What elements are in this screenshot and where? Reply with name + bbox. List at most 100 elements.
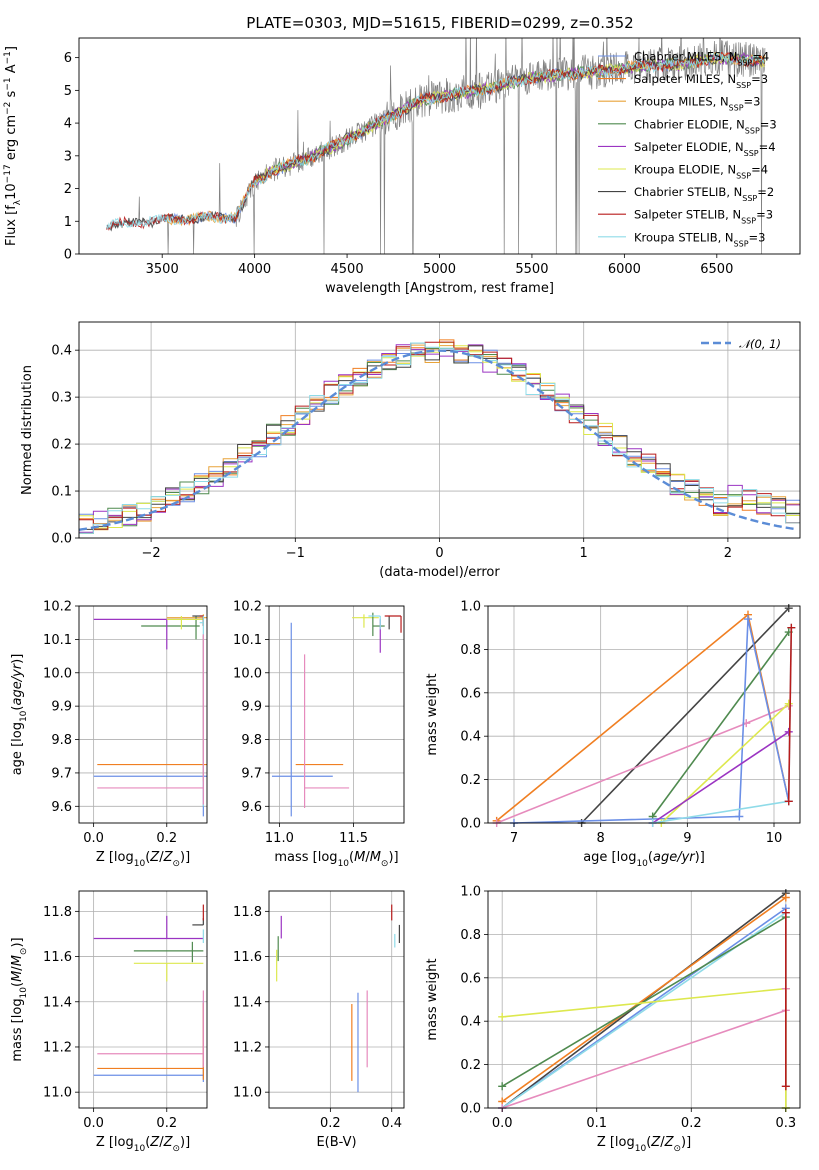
x-tick-label: 10 <box>766 831 783 846</box>
x-axis-label-part: )] <box>180 1135 190 1150</box>
axes-age_vs_Z: 0.0 0.29.69.79.89.910.010.110.2Z [log10(Z… <box>10 600 208 869</box>
legend-label: Kroupa ELODIE, NSSP=4 <box>634 163 768 181</box>
legend-label-count: =4 <box>752 50 769 64</box>
legend-label-sub: SSP <box>745 126 760 135</box>
plot-area <box>79 339 800 534</box>
errorbar-point <box>384 615 402 633</box>
x-axis-label-part: ⊙ <box>172 1144 180 1154</box>
legend-label-sub: SSP <box>729 103 744 112</box>
x-tick-label: 0.3 <box>775 1116 796 1131</box>
x-axis-label-part: Z [log <box>96 1135 134 1150</box>
x-axis-label-part: ( <box>648 850 653 865</box>
y-tick-label: 0 <box>64 248 72 263</box>
x-tick-label: 1 <box>580 546 588 561</box>
x-axis-label-part: / <box>660 1135 665 1150</box>
legend-label-count: =3 <box>744 95 761 109</box>
legend-label-text: Kroupa ELODIE, N <box>634 163 736 177</box>
y-tick-label: 0.8 <box>460 643 481 658</box>
legend-label-count: =3 <box>760 117 777 131</box>
y-axis-label-part: mass [log <box>10 998 25 1061</box>
errorbar-point <box>304 654 350 808</box>
x-tick-label: 2 <box>724 546 732 561</box>
series-line <box>652 631 790 817</box>
series-line <box>513 618 790 824</box>
x-tick-label: 0.0 <box>83 831 104 846</box>
y-tick-label: 11.0 <box>233 1086 262 1101</box>
y-tick-label: 9.7 <box>241 766 262 781</box>
x-axis-label-part: ⊙ <box>172 859 180 869</box>
x-tick-label: 0.1 <box>586 1116 607 1131</box>
x-tick-label: 3500 <box>146 262 179 277</box>
axes-frame <box>78 890 208 1109</box>
y-axis-label-part: mass weight <box>425 958 440 1040</box>
y-tick-label: 9.6 <box>241 800 262 815</box>
y-axis-label-part: λ <box>13 199 23 205</box>
y-axis-label-part: −1 <box>3 77 13 90</box>
y-axis-label-part: Normed distribution <box>20 365 35 495</box>
series-marker <box>781 1082 790 1091</box>
y-axis-label-part: 10 <box>4 183 19 200</box>
y-tick-label: 0.1 <box>51 485 72 500</box>
x-axis-label-part: wavelength [Angstrom, rest frame] <box>325 281 554 296</box>
figure-title: PLATE=0303, MJD=51615, FIBERID=0299, z=0… <box>246 14 633 32</box>
y-tick-label: 11.8 <box>233 905 262 920</box>
x-axis-label-part: Z <box>163 1135 174 1150</box>
errorbar-point <box>97 634 204 805</box>
y-tick-label: 11.4 <box>233 995 262 1010</box>
x-tick-label: 0.4 <box>381 1116 402 1131</box>
plot-area <box>106 38 766 254</box>
errorbar-point <box>133 941 204 963</box>
axes-frame <box>268 605 405 824</box>
y-axis-label-part: 10 <box>19 710 29 722</box>
y-tick-label: 9.9 <box>51 700 72 715</box>
x-axis-label-part: ( <box>145 850 150 865</box>
x-axis-label-part: / <box>365 850 370 865</box>
y-tick-label: 11.8 <box>43 905 72 920</box>
y-tick-label: 9.8 <box>51 733 72 748</box>
spectrum-layer <box>106 38 766 254</box>
y-axis-label-part: 10 <box>19 987 29 999</box>
y-tick-label: 0.4 <box>460 730 481 745</box>
axes-mass_vs_Z: 0.0 0.211.011.211.411.611.8Z [log10(Z/Z⊙)… <box>10 890 208 1154</box>
x-axis-label-part: M <box>370 850 381 865</box>
x-axis-label: Z [log10(Z/Z⊙)] <box>96 850 190 869</box>
legend-label: Chabrier MILES, NSSP=4 <box>634 50 769 68</box>
legend-label-count: =4 <box>751 163 768 177</box>
y-tick-label: 0.4 <box>460 1015 481 1030</box>
errorbar-point <box>93 618 204 650</box>
y-axis-label-part: M <box>10 955 25 966</box>
plot-area <box>271 612 402 817</box>
weight-series <box>498 984 790 1112</box>
y-axis-label-part: ⊙ <box>19 948 29 956</box>
y-tick-label: 1.0 <box>460 600 481 615</box>
y-axis-label-part: −2 <box>3 102 13 115</box>
legend-label-count: =2 <box>757 185 774 199</box>
y-tick-label: 6 <box>64 51 72 66</box>
series-marker <box>744 615 752 624</box>
y-axis-label-part: age [log <box>10 722 25 775</box>
model-spectrum <box>106 50 765 230</box>
plot-area <box>276 904 400 1093</box>
legend-label-text: Chabrier MILES, N <box>634 50 737 64</box>
histogram-series <box>79 347 800 520</box>
y-tick-label: 10.1 <box>233 633 262 648</box>
axes-frame <box>268 890 405 1109</box>
y-tick-label: 9.9 <box>241 700 262 715</box>
y-axis-label-part: −1 <box>3 51 13 64</box>
weight-series <box>498 908 790 1112</box>
x-axis-label-part: ⊙ <box>673 1144 681 1154</box>
axes-frame <box>487 890 801 1109</box>
legend-label: Kroupa STELIB, NSSP=3 <box>634 230 765 248</box>
x-axis-label-part: / <box>159 850 164 865</box>
ticks: 0.0 0.2 11.0 11.2 11.4 11.6 11.8 <box>43 905 177 1131</box>
x-tick-label: 0.2 <box>156 831 177 846</box>
y-axis-label-part: Flux [f <box>4 205 19 246</box>
y-tick-label: 11.2 <box>233 1040 262 1055</box>
y-tick-label: 2 <box>64 182 72 197</box>
legend-label: Salpeter MILES, NSSP=3 <box>634 72 768 90</box>
legend-label-text: Chabrier ELODIE, N <box>634 117 745 131</box>
series-marker <box>784 797 793 806</box>
plot-area <box>93 614 207 817</box>
x-axis-label: (data-model)/error <box>379 565 500 580</box>
